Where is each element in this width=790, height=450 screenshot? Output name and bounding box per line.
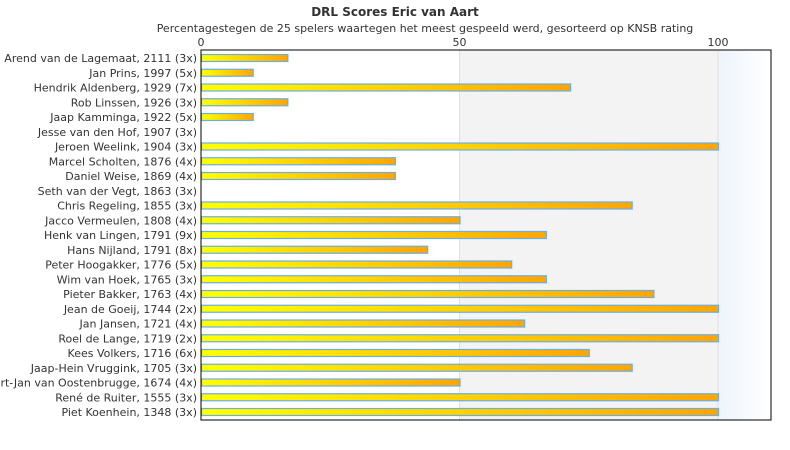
bar [200,98,289,107]
category-label: Jaap-Hein Vruggink, 1705 (3x) [30,362,197,375]
bar [200,142,720,151]
bar [200,157,396,166]
bar [200,201,633,210]
bar [200,260,513,269]
bar [200,68,254,77]
category-label: Jan Jansen, 1721 (4x) [79,318,197,331]
category-label: Hendrik Aldenberg, 1929 (7x) [34,82,197,95]
category-label: Pieter Bakker, 1763 (4x) [63,288,197,301]
bar [200,378,461,387]
category-label: Wim van Hoek, 1765 (3x) [57,273,197,286]
category-label: Gert-Jan van Oostenbrugge, 1674 (4x) [0,377,197,390]
chart-title: DRL Scores Eric van Aart [311,5,479,19]
bar [200,407,720,417]
x-tick-label: 50 [453,36,467,49]
bar [200,83,572,92]
bar [200,319,526,328]
chart-subtitle: Percentagestegen de 25 spelers waartegen… [156,22,694,35]
category-label: Jacco Vermeulen, 1808 (4x) [44,214,197,227]
bar [200,275,547,284]
category-label: Henk van Lingen, 1791 (9x) [44,229,197,242]
category-label: Jeroen Weelink, 1904 (3x) [54,141,197,154]
category-label: Chris Regeling, 1855 (3x) [57,200,197,213]
bar [200,304,720,313]
category-label: Jan Prins, 1997 (5x) [88,67,197,80]
plot-border [200,49,772,421]
category-label: Arend van de Lagemaat, 2111 (3x) [4,52,197,65]
category-label: Seth van der Vegt, 1863 (3x) [38,185,197,198]
category-label: René de Ruiter, 1555 (3x) [55,391,197,404]
bar [200,289,655,299]
bar [200,53,289,63]
category-label: Rob Linssen, 1926 (3x) [71,96,197,109]
category-label: Kees Volkers, 1716 (6x) [68,347,197,360]
x-tick-label: 0 [198,36,205,49]
category-label: Jesse van den Hof, 1907 (3x) [37,126,197,139]
bar [200,245,429,254]
bar [200,171,396,181]
category-label: Roel de Lange, 1719 (2x) [58,332,197,345]
category-label: Jaap Kamminga, 1922 (5x) [49,111,197,124]
category-label: Peter Hoogakker, 1776 (5x) [45,259,197,272]
bar [200,230,547,240]
category-label: Daniel Weise, 1869 (4x) [65,170,197,183]
x-tick-label: 100 [708,36,729,49]
category-label: Marcel Scholten, 1876 (4x) [49,155,197,168]
category-label: Piet Koenhein, 1348 (3x) [61,406,197,419]
bar [200,216,461,225]
bar [200,363,633,372]
category-label: Hans Nijland, 1791 (8x) [67,244,197,257]
band-100-plus [718,50,771,420]
bar [200,112,254,122]
bar [200,393,720,402]
bar [200,334,720,343]
category-label: Jean de Goeij, 1744 (2x) [63,303,197,316]
bar [200,348,590,358]
